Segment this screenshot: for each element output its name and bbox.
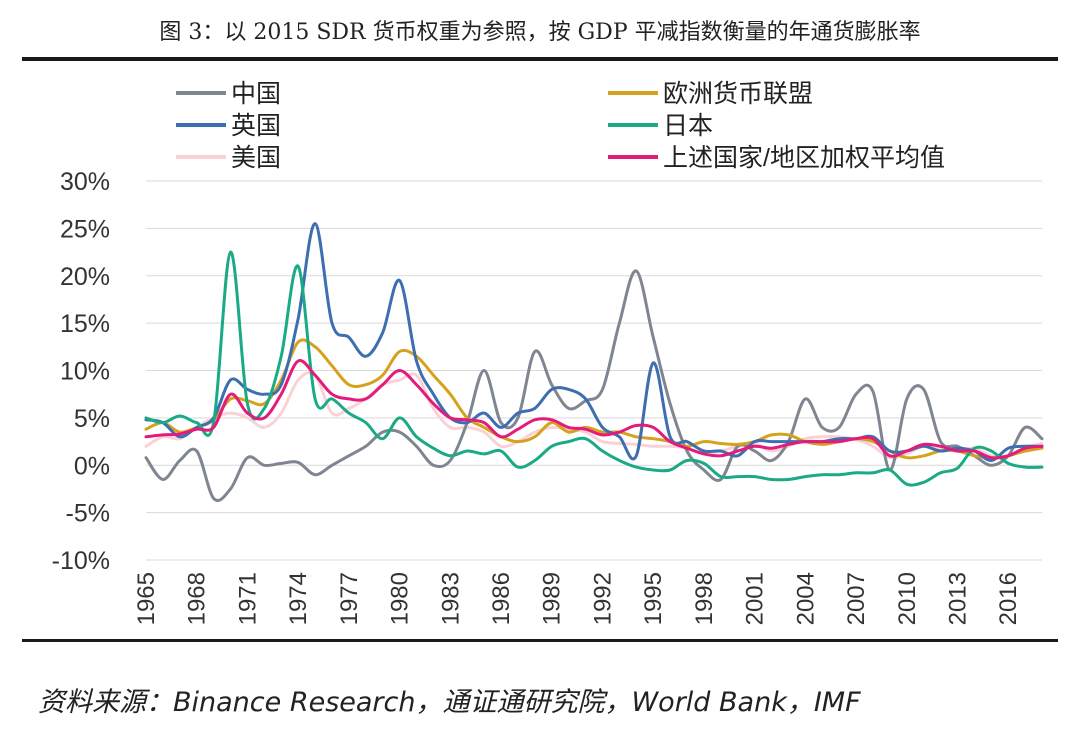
- x-tick-label: 1983: [437, 572, 464, 625]
- legend-label: 日本: [663, 112, 713, 140]
- y-tick-label: 15%: [60, 310, 110, 338]
- legend-label: 欧洲货币联盟: [663, 80, 813, 108]
- series-line: [144, 250, 1044, 487]
- x-tick-label: 2007: [843, 572, 870, 625]
- source-note: 资料来源：Binance Research，通证通研究院，World Bank，…: [38, 687, 861, 718]
- series-line: [144, 359, 1044, 460]
- x-tick-label: 2016: [995, 572, 1022, 625]
- y-tick-label: 20%: [60, 263, 110, 291]
- legend-label: 英国: [231, 112, 281, 140]
- x-tick-label: 2001: [742, 572, 769, 625]
- x-tick-label: 1971: [234, 572, 261, 625]
- x-tick-label: 2004: [792, 572, 819, 625]
- top-rule: [22, 57, 1058, 61]
- x-tick-label: 2010: [894, 572, 921, 625]
- x-tick-label: 2013: [944, 572, 971, 625]
- y-tick-label: 25%: [60, 215, 110, 243]
- x-tick-label: 1995: [640, 572, 667, 625]
- y-tick-label: -5%: [66, 500, 110, 528]
- x-tick-label: 1974: [285, 572, 312, 625]
- y-tick-label: 10%: [60, 358, 110, 386]
- series-line: [144, 371, 1044, 460]
- x-tick-label: 1992: [589, 572, 616, 625]
- y-tick-label: 30%: [60, 168, 110, 196]
- y-tick-label: -10%: [52, 547, 110, 575]
- x-tick-label: 1977: [336, 572, 363, 625]
- legend-label: 美国: [231, 144, 281, 172]
- legend-label: 上述国家/地区加权平均值: [663, 144, 945, 172]
- bottom-rule: [22, 639, 1058, 642]
- y-tick-label: 5%: [74, 405, 110, 433]
- x-tick-label: 1965: [133, 572, 160, 625]
- legend-label: 中国: [231, 80, 281, 108]
- x-tick-label: 1986: [488, 572, 515, 625]
- y-tick-label: 0%: [74, 452, 110, 480]
- x-tick-label: 1989: [539, 572, 566, 625]
- x-tick-label: 1968: [184, 572, 211, 625]
- x-tick-label: 1998: [691, 572, 718, 625]
- x-tick-label: 1980: [387, 572, 414, 625]
- figure-title: 图 3：以 2015 SDR 货币权重为参照，按 GDP 平减指数衡量的年通货膨…: [159, 20, 921, 45]
- series-line: [144, 222, 1044, 462]
